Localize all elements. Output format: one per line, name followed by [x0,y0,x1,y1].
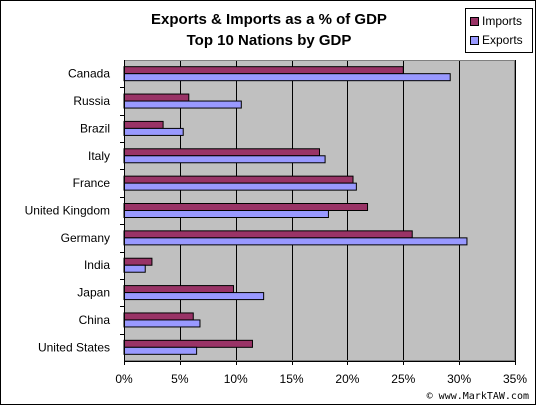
x-tick-label: 35% [503,372,527,386]
legend-swatch-imports [470,17,479,26]
bar-imports-russia [123,93,190,102]
y-tick-label: United Kingdom [25,204,110,218]
bar-imports-canada [123,66,404,75]
bar-imports-france [123,175,354,184]
bar-exports-canada [123,73,451,82]
bar-exports-china [123,319,201,328]
bar-imports-japan [123,285,234,294]
bar-imports-germany [123,230,413,239]
bar-exports-france [123,182,357,191]
bar-imports-china [123,312,194,321]
y-tick-label: Germany [61,231,110,245]
chart-title: Exports & Imports as a % of GDP [151,11,387,28]
y-tick-label: United States [38,340,110,354]
bar-imports-brazil [123,120,164,129]
y-tick-label: India [84,258,110,272]
bar-exports-japan [123,292,265,301]
y-tick-label: Canada [68,67,110,81]
x-tick-label: 5% [171,372,189,386]
plot-border [124,60,515,361]
legend-label-imports: Imports [482,14,523,28]
y-tick-label: Italy [88,149,110,163]
bar-exports-brazil [123,127,184,136]
legend: Imports Exports [465,8,533,53]
legend-label-exports: Exports [482,33,523,47]
y-tick-label: Japan [77,286,110,300]
x-tick-label: 15% [280,372,304,386]
x-tick-label: 20% [335,372,359,386]
x-tick-label: 0% [115,372,133,386]
bar-exports-united-states [123,346,198,355]
x-tick-label: 25% [391,372,415,386]
plot-background [124,60,515,361]
bar-exports-russia [123,100,242,109]
bar-imports-italy [123,148,320,157]
bar-exports-germany [123,237,468,246]
y-tick-label: Brazil [80,121,110,135]
x-tick-label: 30% [447,372,471,386]
y-tick-label: Russia [73,94,110,108]
bar-imports-india [123,257,153,266]
credit-text: © www.MarkTAW.com [426,391,529,402]
x-tick-label: 10% [224,372,248,386]
bar-exports-united-kingdom [123,210,329,218]
bar-exports-italy [123,155,326,164]
bar-imports-united-states [123,339,253,348]
y-tick-label: France [73,176,111,190]
bar-imports-united-kingdom [123,203,369,211]
y-tick-label: China [79,313,111,327]
bar-exports-india [123,264,146,273]
chart-subtitle: Top 10 Nations by GDP [186,32,352,49]
legend-swatch-exports [470,36,479,45]
